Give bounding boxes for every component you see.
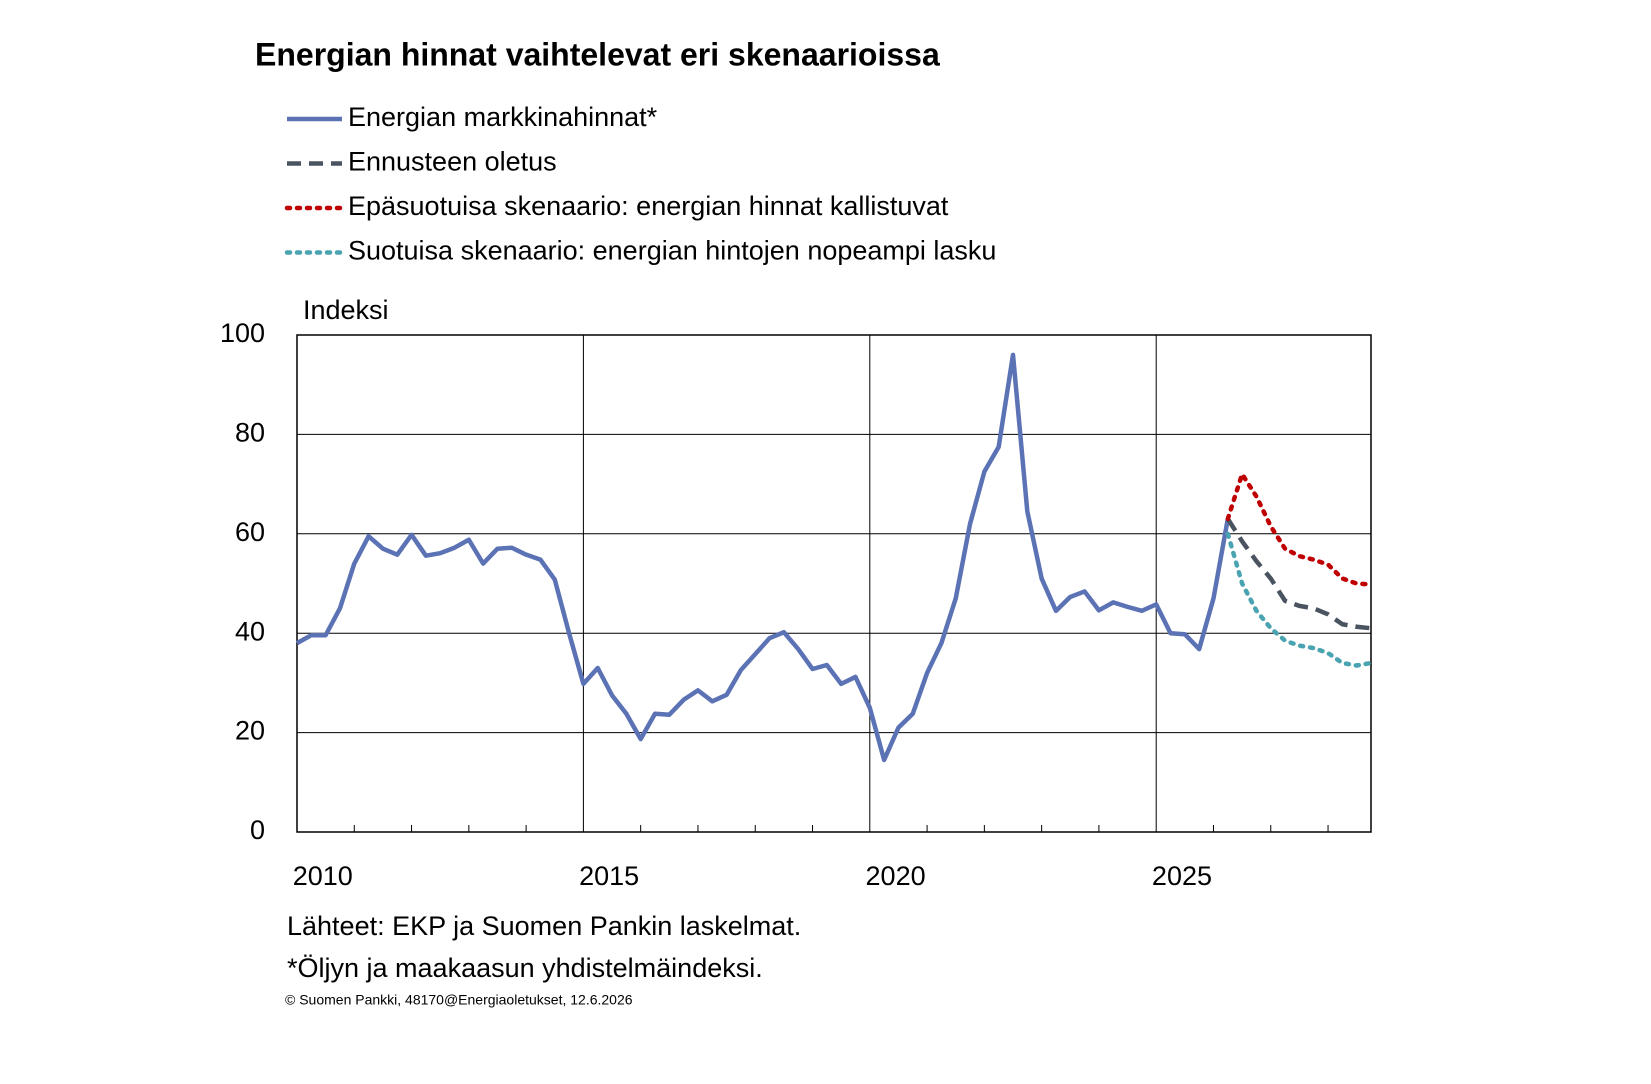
- y-tick-label: 60: [235, 517, 265, 547]
- chart-title: Energian hinnat vaihtelevat eri skenaari…: [255, 36, 940, 72]
- plot-frame: [296, 334, 1372, 833]
- series-line: [1225, 531, 1374, 668]
- series-line: [295, 352, 1231, 763]
- series-line: [1225, 517, 1372, 631]
- y-tick-label: 40: [235, 616, 265, 646]
- y-tick-label: 80: [235, 418, 265, 448]
- legend-label: Suotuisa skenaario: energian hintojen no…: [348, 236, 996, 266]
- series-line: [1225, 471, 1374, 587]
- copyright: © Suomen Pankki, 48170@Energiaoletukset,…: [285, 992, 633, 1008]
- legend-label: Epäsuotuisa skenaario: energian hinnat k…: [348, 191, 949, 221]
- y-tick-label: 0: [250, 815, 265, 845]
- legend-label: Ennusteen oletus: [348, 147, 557, 177]
- y-axis-label: Indeksi: [303, 295, 389, 325]
- y-tick-label: 20: [235, 716, 265, 746]
- legend-label: Energian markkinahinnat*: [348, 102, 658, 132]
- y-tick-label: 100: [220, 318, 265, 348]
- footnote: *Öljyn ja maakaasun yhdistelmäindeksi.: [287, 953, 763, 983]
- x-tick-label: 2015: [579, 861, 639, 891]
- source-note: Lähteet: EKP ja Suomen Pankin laskelmat.: [287, 911, 801, 941]
- x-tick-label: 2020: [866, 861, 926, 891]
- x-tick-label: 2025: [1152, 861, 1212, 891]
- x-tick-label: 2010: [293, 861, 353, 891]
